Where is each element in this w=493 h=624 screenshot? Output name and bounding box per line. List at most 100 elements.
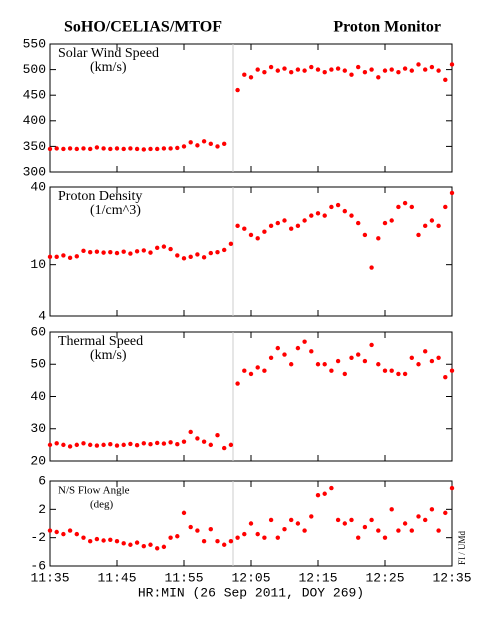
- data-point: [255, 236, 260, 241]
- data-point: [443, 510, 448, 516]
- data-point: [47, 528, 53, 533]
- data-point: [369, 67, 374, 72]
- data-point: [436, 528, 441, 533]
- data-point: [188, 140, 193, 145]
- data-point: [168, 146, 173, 151]
- data-point: [222, 542, 227, 547]
- data-point: [302, 68, 307, 73]
- data-point: [61, 442, 66, 448]
- credit: FI / UMd: [457, 531, 467, 566]
- data-point: [389, 507, 394, 512]
- data-point: [268, 64, 274, 70]
- data-point: [262, 229, 267, 234]
- data-point: [81, 248, 86, 254]
- data-point: [215, 433, 220, 438]
- data-point: [309, 213, 314, 218]
- y-tick-label: 20: [30, 453, 46, 468]
- data-point: [121, 249, 126, 254]
- data-point: [148, 146, 153, 152]
- data-point: [443, 77, 448, 83]
- data-point: [262, 69, 267, 75]
- panel-title: Solar Wind Speed: [58, 46, 159, 61]
- data-point: [74, 254, 80, 259]
- data-point: [195, 252, 200, 257]
- data-point: [436, 223, 441, 229]
- data-point: [268, 223, 274, 229]
- x-tick-label: 12:35: [432, 570, 471, 585]
- data-point: [235, 535, 240, 540]
- y-tick-label: 300: [23, 164, 46, 179]
- data-point: [188, 429, 193, 435]
- chart-title: SoHO/CELIAS/MTOF: [64, 19, 222, 36]
- data-point: [282, 66, 287, 71]
- data-point: [61, 146, 66, 152]
- data-point: [161, 146, 167, 151]
- data-point: [349, 213, 354, 218]
- data-point: [134, 442, 140, 448]
- data-point: [315, 67, 321, 72]
- data-point: [242, 72, 247, 77]
- data-point: [369, 265, 374, 270]
- data-point: [382, 68, 388, 73]
- data-point: [382, 368, 388, 373]
- data-point: [94, 145, 100, 150]
- data-point: [349, 72, 354, 77]
- data-point: [268, 355, 274, 360]
- data-point: [201, 539, 207, 544]
- data-point: [215, 539, 220, 544]
- data-point: [181, 256, 187, 261]
- data-point: [376, 236, 381, 241]
- data-point: [335, 358, 341, 364]
- data-point: [101, 250, 106, 255]
- data-point: [188, 524, 193, 530]
- data-point: [295, 345, 301, 351]
- data-point: [155, 245, 160, 251]
- data-point: [215, 249, 220, 255]
- data-point: [295, 521, 301, 526]
- data-point: [309, 64, 314, 70]
- data-point: [128, 146, 133, 151]
- x-tick-label: 11:35: [30, 570, 69, 585]
- data-point: [449, 62, 455, 67]
- data-point: [134, 146, 140, 152]
- y-tick-label: -2: [30, 530, 46, 545]
- data-point: [94, 443, 100, 448]
- data-point: [289, 362, 294, 367]
- y-tick-label: 450: [23, 88, 46, 103]
- data-point: [329, 485, 334, 491]
- data-point: [275, 345, 280, 351]
- data-point: [155, 546, 160, 551]
- data-point: [295, 223, 301, 229]
- data-point: [322, 69, 327, 75]
- data-point: [396, 371, 401, 377]
- data-point: [108, 537, 113, 542]
- data-point: [356, 220, 361, 226]
- data-point: [423, 67, 428, 72]
- data-point: [148, 442, 153, 447]
- data-point: [88, 146, 93, 152]
- data-point: [289, 226, 294, 231]
- data-point: [54, 529, 59, 535]
- data-point: [255, 67, 260, 72]
- data-point: [262, 535, 267, 540]
- data-point: [342, 208, 347, 214]
- y-tick-label: 350: [23, 139, 46, 154]
- data-point: [315, 211, 321, 216]
- data-point: [369, 517, 374, 523]
- data-point: [161, 544, 167, 550]
- data-point: [322, 491, 327, 496]
- data-point: [228, 241, 234, 247]
- data-point: [108, 146, 113, 152]
- y-tick-label: 60: [30, 324, 46, 339]
- panel-title: Proton Density: [58, 189, 142, 204]
- data-point: [215, 144, 220, 149]
- x-tick-label: 12:15: [298, 570, 337, 585]
- data-point: [208, 526, 213, 532]
- data-point: [74, 146, 80, 152]
- data-point: [114, 250, 120, 256]
- data-point: [322, 362, 327, 367]
- data-point: [67, 255, 73, 261]
- data-point: [61, 253, 66, 258]
- data-point: [262, 368, 267, 373]
